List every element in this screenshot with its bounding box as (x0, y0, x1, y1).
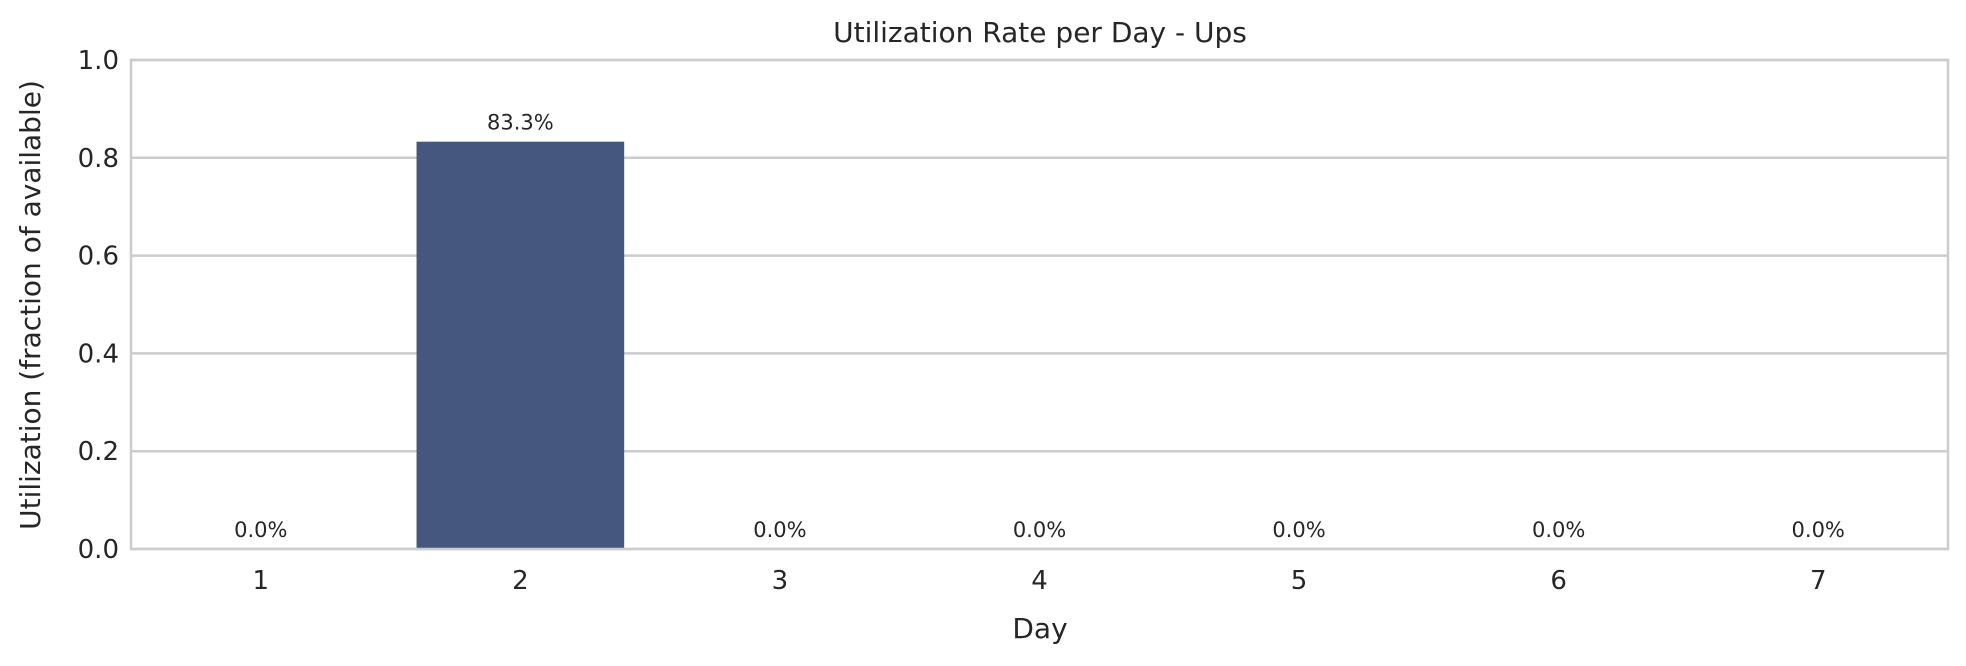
y-tick-label: 0.4 (78, 339, 119, 369)
x-axis-label: Day (1012, 612, 1067, 645)
y-tick-label: 0.0 (78, 535, 119, 565)
y-axis-label: Utilization (fraction of available) (14, 80, 47, 530)
x-tick-label: 6 (1550, 566, 1567, 596)
y-tick-labels: 0.0 0.2 0.4 0.6 0.8 1.0 (78, 46, 119, 565)
data-label: 0.0% (753, 518, 806, 542)
x-tick-label: 1 (253, 566, 270, 596)
data-label: 0.0% (1272, 518, 1325, 542)
y-tick-label: 0.8 (78, 144, 119, 174)
data-label: 83.3% (487, 111, 554, 135)
bar (416, 141, 625, 549)
data-label: 0.0% (1792, 518, 1845, 542)
plot-frame (129, 58, 1950, 551)
data-label: 0.0% (234, 518, 287, 542)
y-tick-label: 1.0 (78, 46, 119, 76)
grid-lines (131, 58, 1948, 551)
y-tick-label: 0.2 (78, 437, 119, 467)
bars (416, 141, 625, 549)
data-label: 0.0% (1013, 518, 1066, 542)
x-tick-label: 5 (1291, 566, 1308, 596)
x-tick-label: 2 (512, 566, 529, 596)
x-tick-label: 3 (772, 566, 789, 596)
y-tick-label: 0.6 (78, 242, 119, 272)
data-labels: 0.0% 83.3% 0.0% 0.0% 0.0% 0.0% 0.0% (234, 111, 1845, 542)
x-tick-label: 4 (1031, 566, 1048, 596)
x-tick-label: 7 (1810, 566, 1827, 596)
x-tick-labels: 1 2 3 4 5 6 7 (253, 566, 1827, 596)
chart-title: Utilization Rate per Day - Ups (833, 16, 1247, 49)
data-label: 0.0% (1532, 518, 1585, 542)
